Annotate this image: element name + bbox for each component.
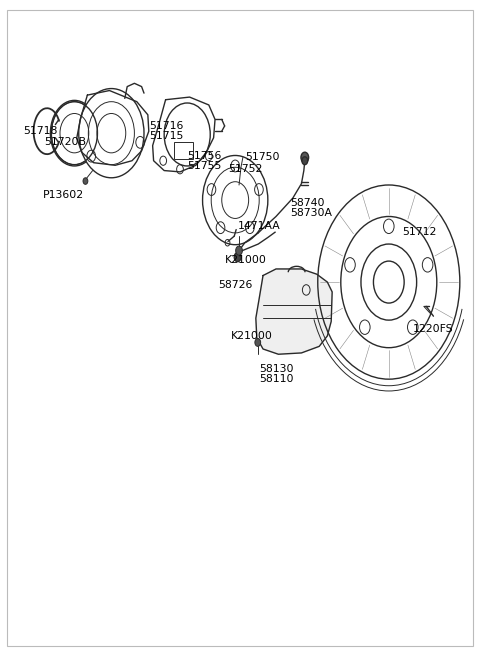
Bar bbox=[174, 142, 193, 159]
Text: 58726: 58726 bbox=[218, 279, 252, 290]
Text: K21000: K21000 bbox=[225, 255, 266, 265]
Text: 51755: 51755 bbox=[187, 161, 222, 171]
Circle shape bbox=[234, 253, 241, 262]
Text: 51716: 51716 bbox=[149, 121, 183, 131]
Text: 51718: 51718 bbox=[23, 126, 58, 136]
Text: 51715: 51715 bbox=[149, 131, 183, 141]
Text: 58130: 58130 bbox=[259, 363, 294, 374]
Text: 58740: 58740 bbox=[290, 198, 325, 209]
Text: P13602: P13602 bbox=[43, 190, 84, 200]
Circle shape bbox=[301, 152, 309, 163]
Circle shape bbox=[255, 338, 261, 346]
Circle shape bbox=[236, 246, 242, 255]
Text: 1220FS: 1220FS bbox=[413, 324, 454, 335]
Text: 51752: 51752 bbox=[228, 164, 263, 174]
Text: K21000: K21000 bbox=[230, 331, 272, 341]
Circle shape bbox=[302, 157, 308, 165]
Text: 51720B: 51720B bbox=[44, 136, 86, 147]
Polygon shape bbox=[256, 269, 332, 354]
Text: 51750: 51750 bbox=[245, 152, 279, 163]
Text: 58110: 58110 bbox=[259, 373, 294, 384]
Text: 51712: 51712 bbox=[402, 226, 437, 237]
Text: 58730A: 58730A bbox=[290, 208, 332, 218]
Text: 1471AA: 1471AA bbox=[238, 221, 280, 232]
Circle shape bbox=[83, 178, 88, 184]
Text: 51756: 51756 bbox=[187, 151, 222, 161]
